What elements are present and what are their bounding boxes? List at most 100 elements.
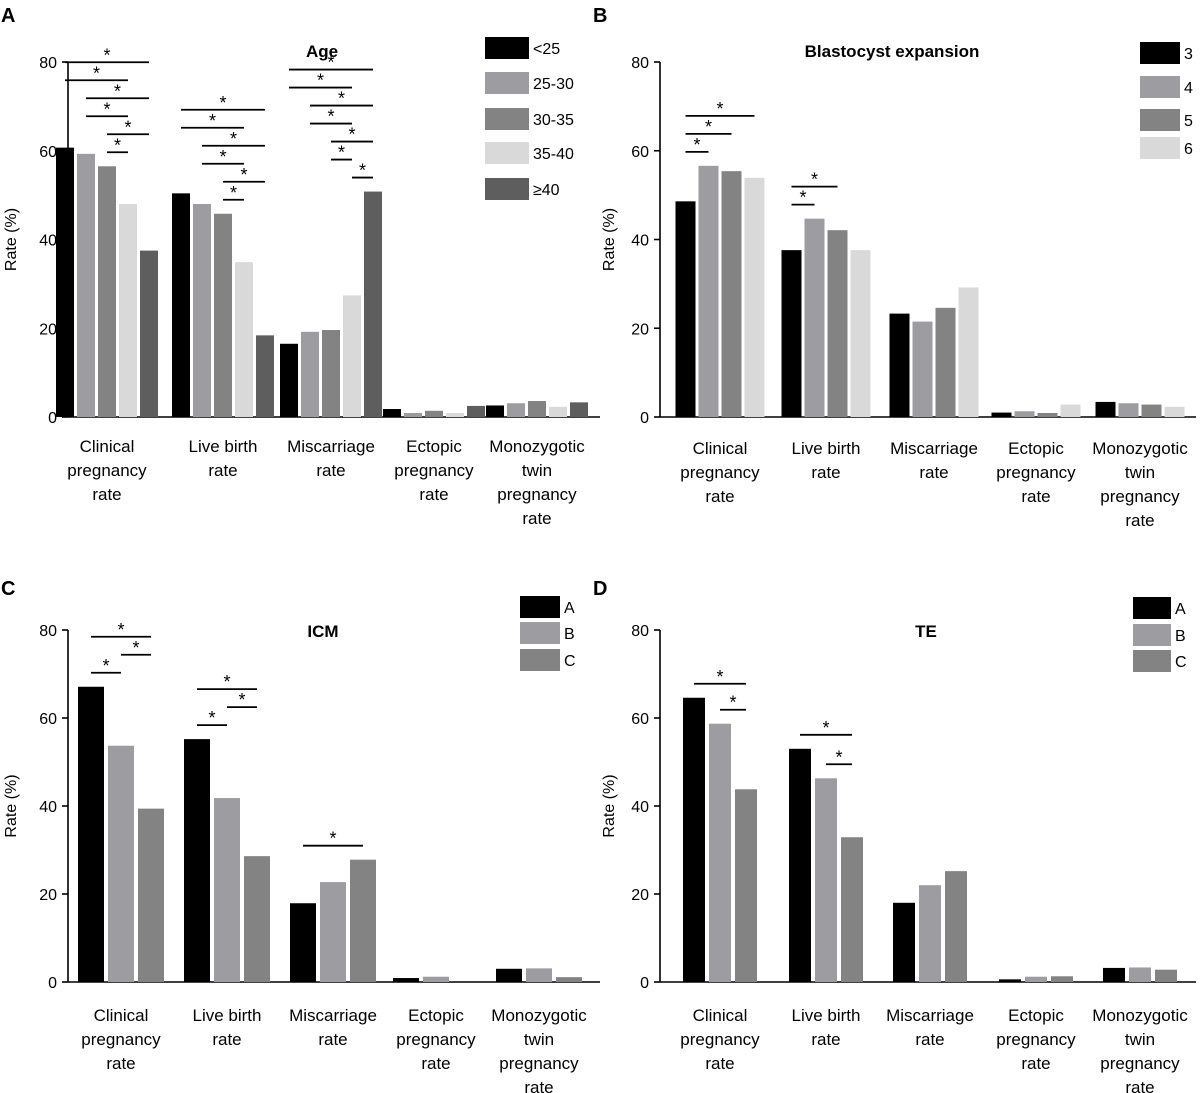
bar-6-1 [850,250,871,417]
bar-3035-3 [425,410,443,417]
significance-star: * [338,89,345,109]
bar-C-0 [138,808,164,982]
bar-B-3 [1025,976,1047,982]
category-label: pregnancy [499,1054,579,1073]
y-tick-label: 60 [631,144,649,161]
bar-B-4 [1129,967,1151,982]
category-label: Monozygotic [1092,1006,1188,1025]
legend-swatch [520,622,560,644]
bar-2530-2 [301,331,319,417]
significance-star: * [230,183,237,203]
category-label: rate [811,1030,840,1049]
significance-star: * [822,718,829,738]
significance-star: * [693,135,700,155]
bar-C-1 [244,856,270,982]
category-label: pregnancy [680,463,760,482]
significance-star: * [103,99,110,119]
significance-star: * [729,693,736,713]
y-tick-label: 60 [631,711,649,728]
legend-swatch [485,178,529,200]
category-label: Miscarriage [890,439,978,458]
bar-3540-0 [119,204,137,417]
bar-B-1 [815,778,837,982]
category-label: rate [208,461,237,480]
category-label: twin [524,1030,554,1049]
significance-star: * [209,111,216,131]
category-label: rate [106,1054,135,1073]
y-tick-label: 60 [39,711,57,728]
category-label: rate [705,1054,734,1073]
significance-star: * [811,170,818,190]
bar-A-3 [393,978,419,982]
significance-star: * [716,99,723,119]
legend-swatch [520,649,560,671]
y-tick-label: 40 [39,799,57,816]
category-label: pregnancy [996,1030,1076,1049]
legend-label: B [564,626,575,643]
category-label: Live birth [792,1006,861,1025]
panel-letter: D [593,578,607,600]
category-label: rate [1125,1078,1154,1093]
bar-2530-0 [77,153,95,417]
legend-swatch [1140,42,1180,64]
y-tick-label: 40 [631,799,649,816]
bar-40-2 [364,191,382,417]
y-tick-label: 40 [39,233,57,250]
bar-5-3 [1037,413,1058,417]
bar-A-4 [496,968,522,982]
significance-star: * [705,117,712,137]
legend-swatch [1133,650,1171,672]
bar-5-4 [1141,404,1162,417]
y-tick-label: 40 [631,233,649,250]
y-tick-label: 20 [39,321,57,338]
bar-B-2 [919,885,941,982]
bar-B-4 [526,968,552,982]
legend-label: <25 [533,41,560,58]
significance-star: * [93,63,100,83]
panel-letter: C [1,578,15,600]
significance-star: * [132,638,139,658]
legend-label: 3 [1184,46,1193,63]
y-axis-label: Rate (%) [3,774,20,837]
category-label: twin [1125,1030,1155,1049]
category-label: Miscarriage [886,1006,974,1025]
bar-3540-4 [549,406,567,417]
legend-swatch [1140,109,1180,131]
significance-star: * [348,125,355,145]
bar-B-1 [214,798,240,982]
category-label: Clinical [693,1006,748,1025]
bar-C-1 [841,837,863,982]
category-label: Ectopic [1008,1006,1064,1025]
category-label: Ectopic [1008,439,1064,458]
legend-label: B [1175,628,1186,645]
significance-star: * [102,656,109,676]
y-tick-label: 20 [631,887,649,904]
bar-A-4 [1103,967,1125,982]
bar-3-0 [675,201,696,417]
significance-star: * [359,161,366,181]
bar-4-4 [1118,403,1139,417]
category-label: twin [522,461,552,480]
bar-3540-3 [446,413,464,417]
bar-B-3 [423,976,449,982]
significance-star: * [240,165,247,185]
significance-star: * [317,71,324,91]
bar-3-4 [1095,401,1116,417]
category-label: rate [919,463,948,482]
legend-label: 6 [1184,141,1193,158]
legend-label: 35-40 [533,146,574,163]
legend-swatch [520,596,560,618]
bar-2530-4 [507,403,525,417]
y-tick-label: 0 [640,975,649,992]
category-label: rate [522,509,551,528]
category-label: rate [705,487,734,506]
panel-d: D TE 0 20 40 60 80 Rate (%) Clinical pregnancy rat… [593,578,1196,1093]
bar-C-4 [556,977,582,982]
bar-3540-1 [235,262,253,417]
category-label: Monozygotic [489,437,585,456]
bar-C-3 [1051,976,1073,982]
bar-5-0 [721,171,742,417]
legend-label: C [564,653,576,670]
bar-2530-1 [193,204,211,417]
